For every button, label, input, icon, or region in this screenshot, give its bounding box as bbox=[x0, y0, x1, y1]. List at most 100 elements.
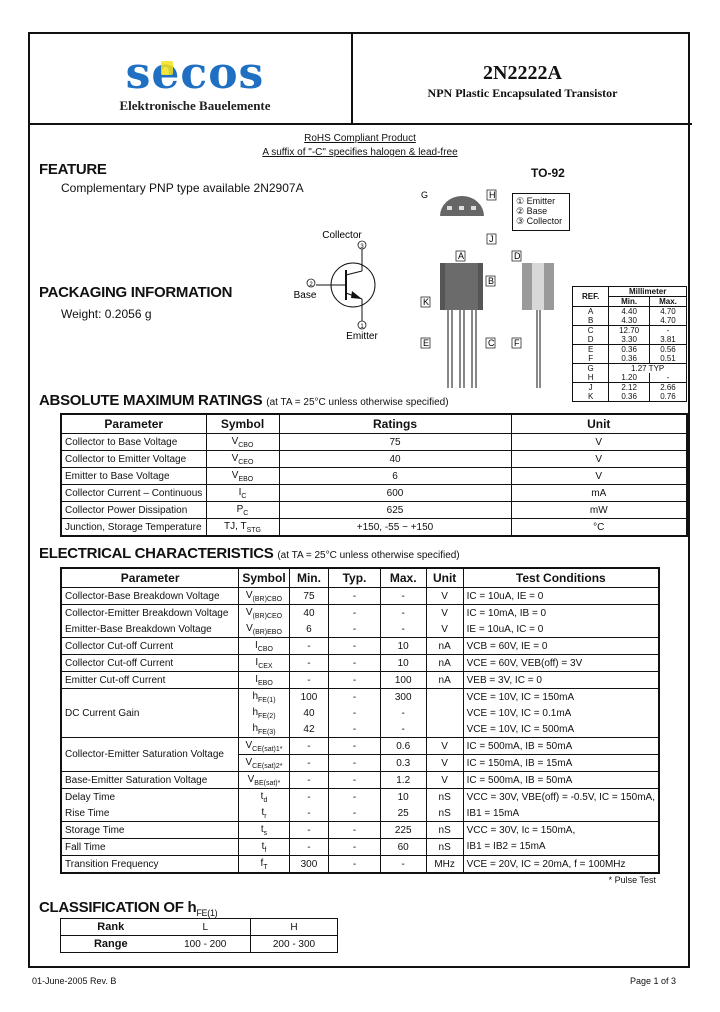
symbol-base: P bbox=[236, 503, 244, 515]
parameter-cell: Emitter Cut-off Current bbox=[60, 671, 240, 689]
table-row: hFE(3) 42- - VCE = 10V, IC = 500mA bbox=[61, 721, 660, 738]
table-row: Collector-Emitter Breakdown Voltage V(BR)… bbox=[60, 604, 660, 621]
parameter-cell: Collector to Emitter Voltage bbox=[60, 450, 207, 468]
symbol-cell: ts bbox=[238, 821, 290, 839]
dim-min: 0.36 bbox=[608, 392, 650, 402]
parameter-cell: Base-Emitter Saturation Voltage bbox=[60, 771, 240, 789]
parameter-cell: Storage Time bbox=[60, 821, 240, 839]
rating-cell: 625 bbox=[278, 501, 512, 519]
symbol-subscript: (BR)CEO bbox=[252, 612, 283, 620]
column-header: Symbol bbox=[238, 568, 290, 588]
symbol-base: h bbox=[252, 706, 259, 718]
classification-title-sub: FE(1) bbox=[196, 908, 218, 918]
dim-ref: G bbox=[571, 363, 610, 373]
to92-package-drawing: G H J A B K E C D F bbox=[420, 189, 554, 388]
dim-max: - bbox=[648, 325, 688, 335]
legend-emitter: ① Emitter bbox=[516, 196, 556, 206]
symbol-base: I bbox=[255, 656, 259, 668]
column-header: Symbol bbox=[205, 414, 280, 434]
electrical-title-text: ELECTRICAL CHARACTERISTICS bbox=[39, 545, 274, 562]
column-header: Parameter bbox=[60, 568, 240, 588]
dim-label-j: J bbox=[489, 234, 494, 244]
table-row: Collector Power Dissipation PC 625 mW bbox=[60, 501, 688, 519]
pin-base: 2 bbox=[309, 282, 313, 288]
typ-cell: - bbox=[328, 771, 381, 789]
parameter-cell: Emitter-Base Breakdown Voltage bbox=[60, 621, 240, 638]
symbol-cell: VEBO bbox=[205, 467, 280, 485]
table-row: Fall Time tf - -60 nS IB1 = IB2 = 15mA bbox=[60, 838, 660, 856]
symbol-subscript: C bbox=[243, 509, 249, 517]
symbol-subscript: r bbox=[264, 812, 267, 820]
parameter-cell: Delay Time bbox=[60, 788, 240, 805]
test-condition-cell: VCC = 30V, VBE(off) = -0.5V, IC = 150mA, bbox=[462, 788, 660, 805]
unit-cell: MHz bbox=[425, 855, 464, 874]
max-cell: - bbox=[379, 855, 427, 874]
symbol-cell: VCEO bbox=[205, 450, 280, 468]
emitter-label: Emitter bbox=[346, 331, 378, 340]
typ-cell: - bbox=[328, 838, 381, 856]
typ-cell: - bbox=[328, 855, 381, 874]
dimension-row: A 4.40 4.70 bbox=[571, 306, 688, 316]
dim-ref: E bbox=[571, 344, 610, 354]
symbol-base: V bbox=[246, 622, 253, 634]
dim-label-f: F bbox=[514, 338, 520, 348]
dim-label-b: B bbox=[488, 276, 494, 286]
test-condition-cell: IC = 500mA, IB = 50mA bbox=[462, 771, 660, 789]
symbol-cell: VCBO bbox=[205, 433, 280, 451]
dim-max: 3.81 bbox=[648, 335, 688, 345]
max-cell: - bbox=[379, 621, 427, 638]
unit-cell: nA bbox=[425, 671, 464, 689]
symbol-cell: VCE(sat)2* bbox=[238, 754, 290, 772]
symbol-subscript: FE(2) bbox=[258, 712, 276, 720]
typ-cell: - bbox=[328, 805, 381, 822]
test-condition-cell: IB1 = IB2 = 15mA bbox=[462, 838, 660, 856]
parameter-cell: DC Current Gain bbox=[60, 688, 240, 738]
symbol-base: V bbox=[245, 589, 253, 601]
dim-label-c: C bbox=[488, 338, 495, 348]
column-header: Ratings bbox=[278, 414, 512, 434]
dimension-table: REF. Millimeter Min. Max. A 4.40 4.70 B 4.30 4.… bbox=[571, 286, 688, 402]
range-h: 200 - 300 bbox=[250, 935, 338, 953]
max-cell: - bbox=[379, 705, 427, 721]
abs-max-title: ABSOLUTE MAXIMUM RATINGS (at TA = 25°C u… bbox=[39, 392, 449, 409]
electrical-title: ELECTRICAL CHARACTERISTICS (at TA = 25°C… bbox=[39, 545, 460, 562]
unit-cell: °C bbox=[510, 518, 688, 537]
unit-cell: nS bbox=[425, 821, 464, 839]
symbol-base: t bbox=[260, 823, 264, 835]
rank-label: Rank bbox=[60, 918, 161, 936]
symbol-subscript: STG bbox=[246, 526, 261, 534]
parameter-cell: Emitter to Base Voltage bbox=[60, 467, 207, 485]
symbol-base: V bbox=[231, 435, 239, 447]
dim-max: 2.66 bbox=[648, 382, 688, 392]
table-row: DC Current Gain hFE(1) 100-300 VCE = 10V, I… bbox=[60, 688, 660, 738]
max-cell: 0.3 bbox=[379, 754, 427, 772]
parameter-cell: Collector-Emitter Saturation Voltage bbox=[60, 737, 240, 772]
min-cell: 300 bbox=[288, 855, 330, 874]
column-header: Max. bbox=[379, 568, 427, 588]
test-condition-cell: VCE = 60V, VEB(off) = 3V bbox=[462, 654, 660, 672]
symbol-subscript: BE(sat)* bbox=[254, 779, 281, 787]
parameter-cell: Fall Time bbox=[60, 838, 240, 856]
dim-min: 4.40 bbox=[608, 306, 650, 316]
abs-max-condition: (at TA = 25°C unless otherwise specified… bbox=[266, 397, 449, 408]
table-row: Transition Frequency fT 300- - MHz VCE = 20V,… bbox=[60, 855, 660, 874]
min-cell: 75 bbox=[288, 587, 330, 605]
logo-wordmark: secos bbox=[125, 48, 265, 99]
pin-collector: 3 bbox=[360, 244, 364, 250]
min-cell: 40 bbox=[288, 604, 330, 621]
test-condition-cell: VCC = 30V, Ic = 150mA, bbox=[462, 821, 660, 839]
symbol-subscript: CE(sat)1* bbox=[252, 745, 283, 753]
legend-collector: ③ Collector bbox=[516, 216, 563, 226]
unit-cell: nS bbox=[425, 838, 464, 856]
unit-cell: nS bbox=[425, 788, 464, 805]
symbol-cell: PC bbox=[205, 501, 280, 519]
symbol-base: V bbox=[231, 452, 239, 464]
millimeter-header: Millimeter bbox=[608, 286, 687, 297]
test-condition-cell: IC = 500mA, IB = 50mA bbox=[462, 737, 660, 755]
table-row: VCE(sat)2* - -0.3 V IC = 150mA, IB = 15mA bbox=[61, 754, 660, 772]
min-cell: - bbox=[288, 771, 330, 789]
column-header: Unit bbox=[425, 568, 464, 588]
dim-ref: K bbox=[571, 392, 610, 402]
typ-cell: - bbox=[328, 604, 381, 621]
table-row: Rise Time tr - -25 nS IB1 = 15mA bbox=[60, 805, 660, 822]
